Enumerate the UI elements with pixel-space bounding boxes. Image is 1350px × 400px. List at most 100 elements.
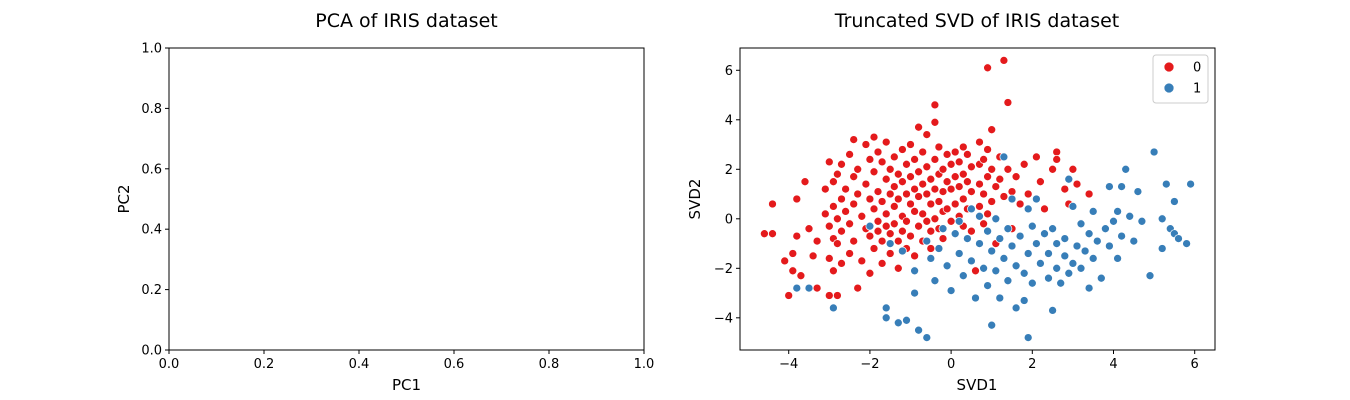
svd-point-series-1 xyxy=(922,333,932,342)
svd-point-series-0 xyxy=(849,172,859,182)
svd-point-series-0 xyxy=(922,189,932,199)
pca-y-tick-label: 0.8 xyxy=(141,102,162,117)
svd-point-series-1 xyxy=(1032,239,1041,248)
svd-point-series-1 xyxy=(1040,229,1049,239)
svd-point-series-0 xyxy=(877,236,887,246)
svd-point-series-0 xyxy=(820,184,830,194)
svd-panel: Truncated SVD of IRIS dataset SVD1 SVD2 … xyxy=(686,10,1216,394)
svd-y-tick-label: 4 xyxy=(725,113,733,128)
svd-point-series-0 xyxy=(942,150,952,159)
svd-x-tick-label: 4 xyxy=(1109,357,1117,372)
svd-legend: 01 xyxy=(1152,54,1209,104)
svd-point-series-0 xyxy=(942,204,952,214)
svd-point-series-0 xyxy=(893,169,903,179)
svd-point-series-0 xyxy=(979,189,988,199)
svd-point-series-0 xyxy=(841,184,850,194)
svd-point-series-1 xyxy=(1027,278,1037,288)
svd-point-series-1 xyxy=(1125,211,1135,221)
svd-point-series-0 xyxy=(792,194,802,204)
pca-y-tick-label: 1.0 xyxy=(141,42,162,57)
svd-point-series-1 xyxy=(1084,283,1094,293)
svd-point-series-0 xyxy=(845,150,854,159)
svd-point-series-1 xyxy=(1149,147,1159,157)
svd-point-series-1 xyxy=(804,283,814,293)
svd-point-series-1 xyxy=(983,281,992,290)
svd-point-series-0 xyxy=(881,174,891,184)
pca-x-tick-label: 0.6 xyxy=(444,357,465,372)
svd-point-series-1 xyxy=(1105,182,1114,191)
legend-marker-1 xyxy=(1163,82,1175,94)
pca-x-axis-label: PC1 xyxy=(392,376,421,394)
svd-point-series-1 xyxy=(910,266,919,276)
svd-point-series-1 xyxy=(885,239,895,248)
svd-point-series-0 xyxy=(914,167,923,177)
pca-ticks: 0.0 0.2 0.4 0.6 0.8 1.0 0.0 0.2 0.4 0.6 0.8 1.0 xyxy=(141,42,654,373)
svd-point-series-1 xyxy=(1023,249,1033,258)
svd-point-series-0 xyxy=(873,216,883,226)
svd-point-series-0 xyxy=(958,169,968,179)
svd-point-series-0 xyxy=(958,194,968,204)
svd-point-series-1 xyxy=(942,261,952,271)
svd-point-series-0 xyxy=(869,132,879,142)
svd-point-series-1 xyxy=(1068,202,1078,211)
svd-point-series-0 xyxy=(922,130,932,139)
svd-point-series-0 xyxy=(898,177,907,187)
svd-x-tick-label: 0 xyxy=(947,357,955,372)
svd-point-series-1 xyxy=(1113,254,1122,263)
svd-point-series-1 xyxy=(1117,231,1126,241)
svd-point-series-0 xyxy=(893,236,903,246)
svd-point-series-1 xyxy=(1023,333,1033,342)
svd-point-series-1 xyxy=(1113,207,1122,216)
svd-point-series-0 xyxy=(1003,164,1013,174)
svd-point-series-1 xyxy=(975,239,984,248)
svd-point-series-1 xyxy=(1007,241,1017,251)
svd-point-series-0 xyxy=(983,209,992,219)
svd-point-series-0 xyxy=(946,159,956,169)
svd-point-series-0 xyxy=(865,268,875,278)
svd-point-series-0 xyxy=(930,100,940,110)
svd-point-series-0 xyxy=(885,164,895,174)
svd-point-series-0 xyxy=(958,142,968,152)
svd-point-series-1 xyxy=(1003,224,1013,234)
svd-point-series-0 xyxy=(869,204,879,214)
svd-point-series-1 xyxy=(1048,306,1057,315)
svd-point-series-1 xyxy=(881,303,891,313)
svd-point-series-1 xyxy=(1182,239,1191,248)
svd-point-series-1 xyxy=(1080,246,1090,256)
svd-point-series-0 xyxy=(910,207,919,216)
svd-point-series-0 xyxy=(833,239,842,248)
svd-point-series-1 xyxy=(971,293,980,303)
svd-point-series-0 xyxy=(934,142,944,152)
svd-point-series-1 xyxy=(995,293,1005,303)
svd-point-series-1 xyxy=(967,256,976,266)
svd-point-series-0 xyxy=(849,236,859,246)
svd-point-series-0 xyxy=(922,216,932,226)
svd-point-series-1 xyxy=(1088,207,1098,216)
svd-y-tick-label: 0 xyxy=(725,212,733,227)
svd-point-series-1 xyxy=(1064,268,1074,278)
svd-point-series-0 xyxy=(918,147,928,157)
svd-point-series-0 xyxy=(926,199,936,209)
svd-point-series-0 xyxy=(1072,179,1082,189)
svd-point-series-1 xyxy=(1186,179,1195,189)
svd-point-series-0 xyxy=(1019,159,1029,169)
svd-point-series-0 xyxy=(881,209,891,219)
svd-point-series-1 xyxy=(902,315,911,325)
svd-point-series-0 xyxy=(914,122,923,132)
svd-point-series-0 xyxy=(889,182,899,191)
svd-point-series-0 xyxy=(788,266,798,276)
svd-point-series-0 xyxy=(837,159,846,169)
svd-point-series-1 xyxy=(1019,268,1029,278)
pca-x-tick-label: 1.0 xyxy=(634,357,655,372)
svd-point-series-0 xyxy=(898,145,907,154)
svd-point-series-0 xyxy=(873,226,883,236)
svd-point-series-1 xyxy=(1036,259,1045,268)
svd-point-series-1 xyxy=(954,216,964,226)
svd-point-series-1 xyxy=(975,211,984,221)
svd-point-series-0 xyxy=(1003,98,1013,107)
svd-point-series-0 xyxy=(889,152,899,162)
svd-x-tick-label: 6 xyxy=(1191,357,1199,372)
svd-point-series-0 xyxy=(918,209,928,219)
svd-point-series-1 xyxy=(1109,216,1118,226)
svd-point-series-0 xyxy=(1048,164,1057,174)
